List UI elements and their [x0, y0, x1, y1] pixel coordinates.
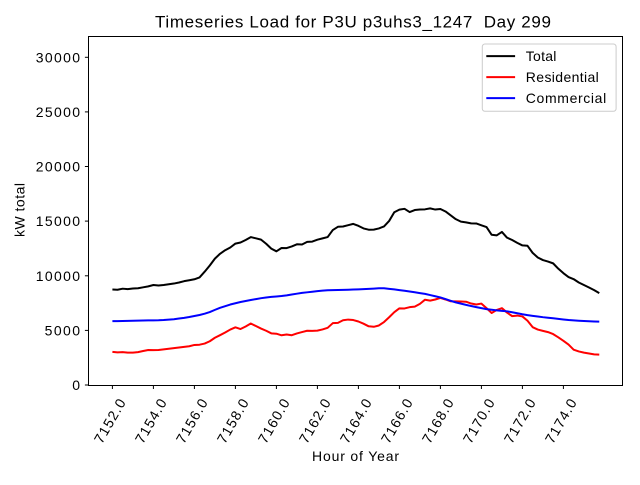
svg-text:5000: 5000: [45, 323, 81, 339]
svg-text:Total: Total: [526, 48, 557, 64]
svg-text:30000: 30000: [36, 49, 80, 65]
svg-text:20000: 20000: [36, 159, 80, 175]
svg-text:kW total: kW total: [12, 183, 28, 237]
svg-text:Residential: Residential: [526, 69, 599, 85]
svg-text:Commercial: Commercial: [526, 90, 606, 106]
svg-text:Timeseries Load for P3U p3uhs3: Timeseries Load for P3U p3uhs3_1247 Day …: [155, 12, 551, 31]
svg-text:Hour of Year: Hour of Year: [312, 448, 399, 464]
svg-text:0: 0: [72, 377, 80, 393]
svg-text:10000: 10000: [36, 268, 80, 284]
svg-text:15000: 15000: [36, 213, 80, 229]
svg-text:25000: 25000: [36, 104, 80, 120]
